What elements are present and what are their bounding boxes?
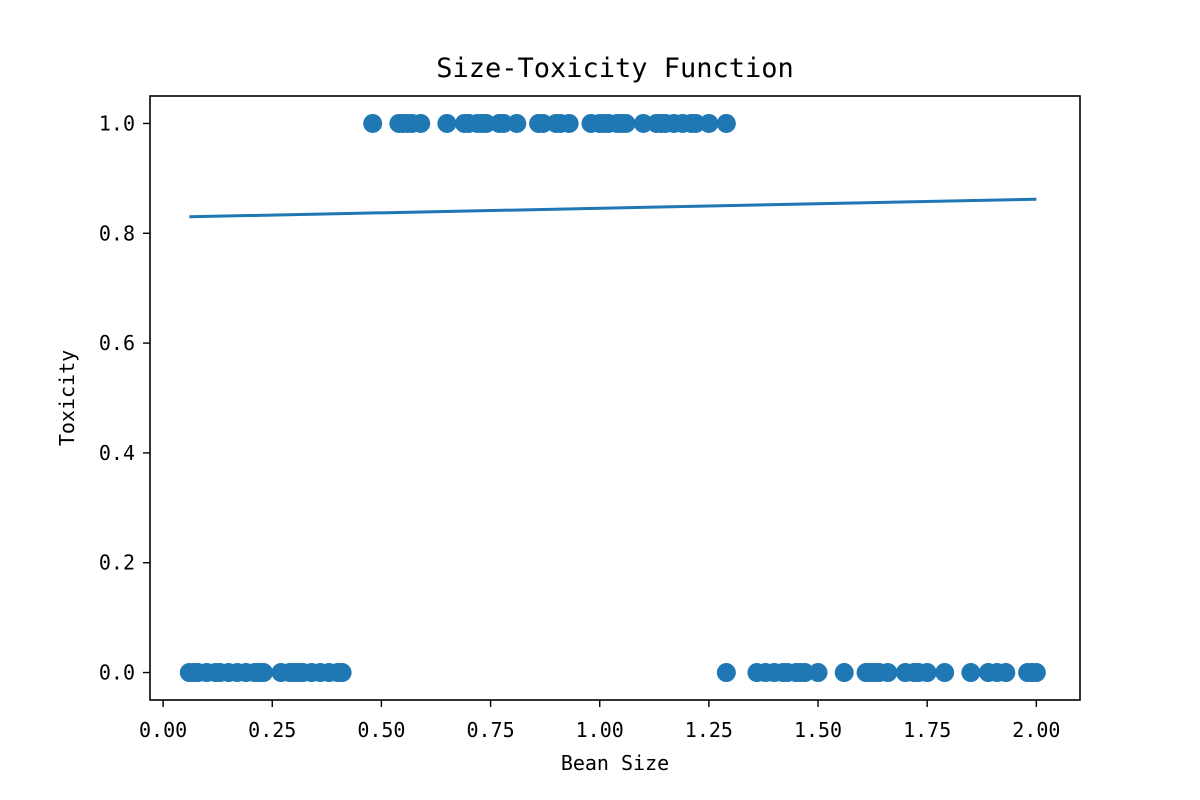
y-tick-label: 0.6 xyxy=(99,331,135,355)
data-point xyxy=(476,113,496,133)
y-tick-label: 0.2 xyxy=(99,551,135,575)
data-point xyxy=(1026,663,1046,683)
data-point xyxy=(716,663,736,683)
data-point xyxy=(533,113,553,133)
data-point xyxy=(332,663,352,683)
x-axis-ticks: 0.00 0.25 0.50 0.75 1.00 1.25 1.50 1.75 2.00 xyxy=(139,700,1060,742)
y-tick-label: 0.4 xyxy=(99,441,135,465)
data-point xyxy=(559,113,579,133)
data-point xyxy=(363,113,383,133)
data-point xyxy=(699,113,719,133)
x-tick-label: 0.25 xyxy=(248,718,296,742)
plot-area: 0.00 0.25 0.50 0.75 1.00 1.25 1.50 1.75 2.00 0.0… xyxy=(99,95,1081,742)
data-point xyxy=(917,663,937,683)
data-point xyxy=(616,113,636,133)
data-point xyxy=(716,113,736,133)
data-point xyxy=(507,113,527,133)
x-tick-label: 2.00 xyxy=(1012,718,1060,742)
fit-line xyxy=(189,197,1037,219)
data-point xyxy=(686,113,706,133)
y-tick-label: 1.0 xyxy=(99,111,135,135)
data-point xyxy=(633,113,653,133)
y-tick-label: 0.0 xyxy=(99,661,135,685)
x-tick-label: 0.00 xyxy=(139,718,187,742)
data-point xyxy=(437,113,457,133)
data-point xyxy=(808,663,828,683)
data-point xyxy=(411,113,431,133)
data-point xyxy=(961,663,981,683)
data-point xyxy=(996,663,1016,683)
data-point xyxy=(878,663,898,683)
x-tick-label: 1.25 xyxy=(685,718,733,742)
x-tick-label: 0.75 xyxy=(466,718,514,742)
y-axis-ticks: 0.0 0.2 0.4 0.6 0.8 1.0 xyxy=(99,111,150,685)
data-point xyxy=(935,663,955,683)
fit-line-series xyxy=(189,197,1037,219)
x-tick-label: 1.00 xyxy=(576,718,624,742)
scatter-series xyxy=(179,113,1046,683)
axes-frame xyxy=(149,95,1081,701)
x-axis-label: Bean Size xyxy=(561,751,669,775)
y-tick-label: 0.8 xyxy=(99,221,135,245)
x-tick-label: 0.50 xyxy=(357,718,405,742)
data-point xyxy=(494,113,514,133)
data-point xyxy=(834,663,854,683)
y-axis-label: Toxicity xyxy=(55,350,79,446)
x-tick-label: 1.50 xyxy=(794,718,842,742)
chart-title: Size-Toxicity Function xyxy=(436,53,794,84)
x-tick-label: 1.75 xyxy=(903,718,951,742)
data-point xyxy=(254,663,274,683)
data-point xyxy=(795,663,815,683)
